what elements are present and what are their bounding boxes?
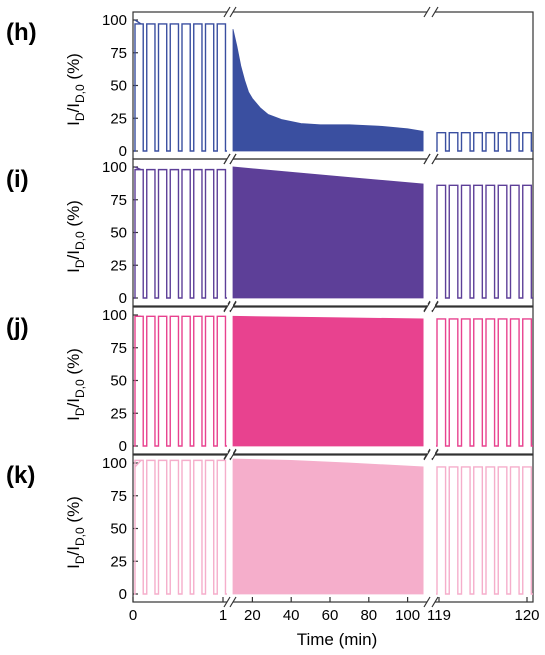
axis-break-mark xyxy=(431,449,439,461)
x-tick-label: 60 xyxy=(322,607,339,624)
x-axis: 0 1 20 40 60 80 100 119 120 xyxy=(129,597,540,624)
panel-label: (j) xyxy=(6,314,29,341)
axis-break-mark xyxy=(223,301,231,313)
dense-pulse-area xyxy=(232,29,424,152)
panel-k: 0 25 50 75 100 (k) ID/ID,0 (%) xyxy=(6,449,534,608)
axis-break-gap xyxy=(427,156,435,162)
y-tick-label: 0 xyxy=(119,143,127,160)
y-tick-label: 0 xyxy=(119,586,127,603)
y-tick-label: 50 xyxy=(110,78,127,95)
axis-break-mark xyxy=(223,449,231,461)
axis-break-gap xyxy=(227,304,233,310)
axis-break-mark xyxy=(423,301,431,313)
axis-break-mark xyxy=(223,596,231,608)
pulse-series-start xyxy=(134,168,227,299)
axis-break-mark xyxy=(431,153,439,165)
panel-label: (k) xyxy=(6,462,35,489)
y-tick-label: 75 xyxy=(110,45,127,62)
pulse-series-start xyxy=(134,459,227,595)
x-tick-label: 40 xyxy=(283,607,300,624)
axis-break-mark xyxy=(431,301,439,313)
dense-pulse-area xyxy=(232,458,424,595)
x-axis-title: Time (min) xyxy=(297,630,378,649)
axis-break-gap xyxy=(227,156,233,162)
axis-break-gap xyxy=(227,452,233,458)
pulse-series-end xyxy=(436,184,533,299)
y-axis-title: ID/ID,0 (%) xyxy=(64,53,87,126)
y-tick-label: 25 xyxy=(110,405,127,422)
dense-pulse-area xyxy=(232,315,424,447)
y-tick-label: 25 xyxy=(110,110,127,127)
axis-break-mark xyxy=(223,6,231,18)
x-tick-label: 119 xyxy=(427,607,451,624)
axis-break-mark xyxy=(431,6,439,18)
pulse-series-end xyxy=(436,131,533,152)
axis-break-mark xyxy=(423,153,431,165)
x-tick-label: 80 xyxy=(360,607,377,624)
y-tick-label: 25 xyxy=(110,257,127,274)
y-tick-label: 75 xyxy=(110,340,127,357)
panel-label: (h) xyxy=(6,19,37,46)
y-tick-label: 100 xyxy=(102,159,127,176)
pulse-initial-point xyxy=(134,19,142,25)
y-axis-title: ID/ID,0 (%) xyxy=(64,348,87,421)
axis-break-mark xyxy=(423,6,431,18)
panels: 0 25 50 75 100 (h) ID/ID,0 (%) 0 25 50 75 100 (i) ID/… xyxy=(6,6,534,608)
x-tick-label: 20 xyxy=(244,607,261,624)
axis-break-gap xyxy=(427,304,435,310)
pulse-initial-point xyxy=(134,166,142,171)
y-tick-label: 100 xyxy=(102,307,127,324)
x-tick-label: 1 xyxy=(219,607,227,624)
y-axis-title: ID/ID,0 (%) xyxy=(64,200,87,273)
axis-break-mark xyxy=(229,301,237,313)
x-tick-label: 0 xyxy=(129,607,137,624)
y-tick-label: 0 xyxy=(119,438,127,455)
panel-label: (i) xyxy=(6,166,29,193)
y-tick-label: 75 xyxy=(110,192,127,209)
pulse-series-end xyxy=(436,466,533,595)
axis-break-gap xyxy=(427,599,435,605)
axis-break-mark xyxy=(229,6,237,18)
y-tick-label: 0 xyxy=(119,290,127,307)
axis-break-mark xyxy=(431,596,439,608)
dense-pulse-area xyxy=(232,166,424,299)
axis-break-gap xyxy=(427,452,435,458)
axis-break-gap xyxy=(227,599,233,605)
x-tick-label: 100 xyxy=(395,607,420,624)
y-tick-label: 100 xyxy=(102,455,127,472)
x-tick-label: 120 xyxy=(514,607,539,624)
y-axis-title: ID/ID,0 (%) xyxy=(64,496,87,569)
y-tick-label: 100 xyxy=(102,12,127,29)
axis-break-mark xyxy=(229,153,237,165)
panel-j: 0 25 50 75 100 (j) ID/ID,0 (%) xyxy=(6,301,534,460)
axis-break-mark xyxy=(423,449,431,461)
pulse-initial-point xyxy=(134,459,142,468)
axis-break-mark xyxy=(229,449,237,461)
axis-break-mark xyxy=(229,596,237,608)
panel-h: 0 25 50 75 100 (h) ID/ID,0 (%) xyxy=(6,6,534,165)
pulse-series-end xyxy=(436,318,533,447)
y-tick-label: 25 xyxy=(110,553,127,570)
pulse-series-start xyxy=(134,315,227,447)
axis-break-gap xyxy=(227,9,233,15)
y-tick-label: 50 xyxy=(110,373,127,390)
panel-i: 0 25 50 75 100 (i) ID/ID,0 (%) xyxy=(6,153,534,312)
axis-break-mark xyxy=(423,596,431,608)
axis-break-mark xyxy=(223,153,231,165)
axis-break-gap xyxy=(427,9,435,15)
y-tick-label: 50 xyxy=(110,521,127,538)
y-tick-label: 50 xyxy=(110,225,127,242)
y-tick-label: 75 xyxy=(110,488,127,505)
pulse-series-start xyxy=(134,23,227,152)
